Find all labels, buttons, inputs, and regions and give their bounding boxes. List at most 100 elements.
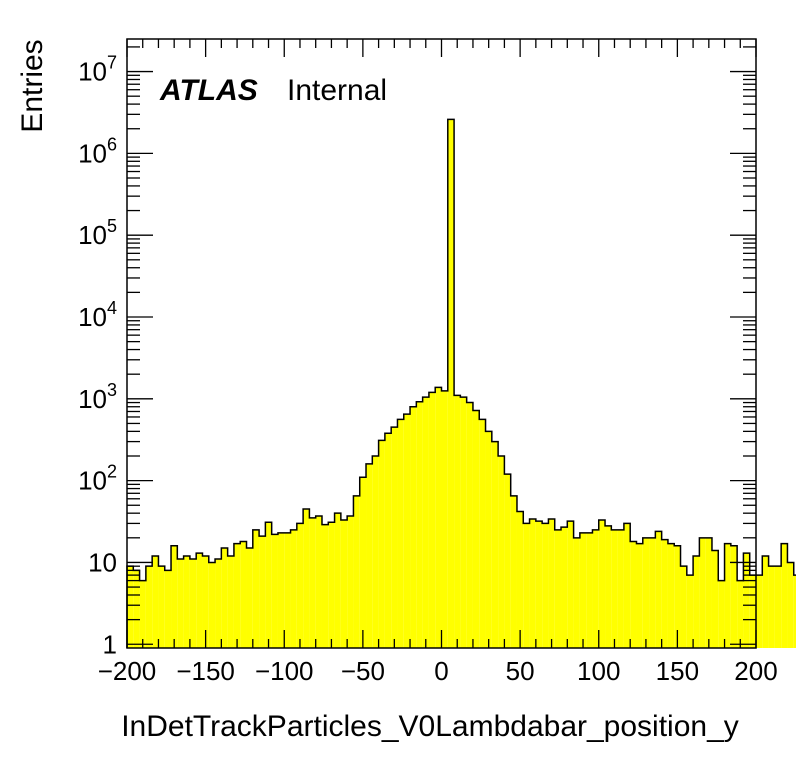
histogram-outline	[126, 118, 796, 648]
histogram-bin	[523, 523, 530, 648]
histogram-bin	[485, 431, 492, 648]
histogram-bin	[516, 511, 524, 648]
y-tick-label: 105	[78, 216, 117, 250]
histogram-bin	[460, 397, 467, 648]
histogram-bin	[215, 559, 222, 648]
histogram-bin	[133, 570, 140, 648]
histogram-bin	[296, 523, 304, 648]
histogram-bin	[705, 537, 712, 648]
histogram-bin	[366, 463, 373, 648]
histogram-bin	[265, 522, 272, 648]
histogram-bin	[202, 555, 209, 648]
histogram-bin	[498, 455, 505, 648]
histogram-bin	[422, 397, 429, 648]
histogram-bin	[391, 427, 398, 648]
histogram-bin	[661, 539, 668, 648]
histogram-bin	[781, 543, 788, 648]
histogram-bin	[340, 520, 348, 648]
histogram-bin	[579, 532, 587, 648]
histogram-bin	[334, 513, 341, 648]
histogram-bin	[743, 553, 750, 648]
histogram-bin	[667, 543, 675, 648]
internal-label: Internal	[287, 74, 387, 107]
histogram-bin	[623, 523, 631, 648]
histogram-bin	[686, 575, 694, 648]
histogram-bin	[598, 520, 606, 648]
histogram-bin	[441, 390, 448, 648]
histogram-bin	[416, 401, 423, 648]
histogram-bin	[605, 525, 612, 648]
y-tick-label: 106	[78, 134, 117, 168]
histogram-bin	[636, 543, 643, 648]
histogram-bin	[378, 440, 385, 648]
histogram-bin	[567, 521, 574, 648]
histogram-bin	[321, 524, 329, 648]
x-tick-label: 100	[577, 656, 620, 686]
histogram-bin	[397, 419, 404, 648]
histogram-bin	[139, 580, 146, 648]
x-tick-label: 150	[656, 656, 699, 686]
histogram-bin	[177, 559, 184, 648]
histogram-bin	[529, 518, 536, 648]
histogram-bin	[372, 455, 379, 648]
histogram-bin	[561, 527, 568, 648]
x-tick-label: −100	[255, 656, 314, 686]
histogram-bin	[315, 515, 322, 648]
x-axis-ticks	[126, 39, 757, 648]
histogram-bin	[699, 537, 706, 648]
y-axis-title: Entries	[16, 39, 49, 132]
histogram-bin	[171, 545, 178, 648]
histogram-bin	[127, 566, 134, 648]
x-tick-label: −150	[176, 656, 235, 686]
histogram-bin	[749, 575, 756, 648]
histogram-bin	[674, 545, 681, 648]
histogram-bin	[554, 529, 562, 648]
x-axis-title: InDetTrackParticles_V0Lambdabar_position…	[121, 710, 739, 743]
histogram-bin	[756, 575, 763, 648]
histogram-bin	[454, 395, 461, 648]
histogram-bin	[353, 495, 360, 648]
histogram-bin	[240, 541, 247, 648]
x-tick-labels: −200 −150 −100 −50 0 50 100 150 200	[98, 656, 778, 686]
histogram-bin	[730, 545, 738, 648]
histogram-bin	[542, 523, 549, 648]
histogram-bin	[410, 406, 417, 648]
y-tick-label: 103	[78, 380, 117, 414]
histogram-bin	[403, 414, 411, 648]
histogram-bin	[592, 529, 599, 648]
y-tick-label: 102	[78, 462, 117, 496]
histogram-bin	[586, 532, 593, 648]
x-tick-label: 200	[734, 656, 777, 686]
histogram-bin	[504, 474, 511, 648]
histogram-bin	[277, 532, 285, 648]
x-tick-label: 0	[434, 656, 448, 686]
histogram-bin	[196, 553, 203, 648]
histogram-bin	[630, 541, 637, 648]
y-tick-labels: 1 10 102 103 104 105 106 107	[78, 53, 117, 660]
histogram-bin	[303, 509, 310, 648]
histogram-bin	[762, 555, 769, 648]
histogram-bin	[466, 402, 473, 648]
histogram-bin	[693, 555, 700, 648]
histogram-bars	[126, 118, 796, 649]
histogram-bin	[711, 550, 719, 648]
y-axis-ticks	[127, 46, 756, 645]
histogram-bin	[290, 529, 297, 648]
histogram-bin	[347, 515, 354, 648]
histogram-bin	[774, 566, 782, 648]
histogram-bin	[284, 532, 291, 648]
histogram-bin	[447, 119, 455, 649]
histogram-bin	[617, 529, 624, 648]
x-tick-label: 50	[506, 656, 535, 686]
histogram-bin	[221, 548, 228, 648]
y-tick-label: 10	[88, 547, 117, 577]
x-tick-label: −50	[341, 656, 385, 686]
y-tick-label: 1	[103, 629, 117, 659]
histogram-bin	[233, 543, 241, 648]
histogram-bin	[724, 543, 731, 648]
histogram-bin	[384, 433, 392, 648]
histogram-bin	[548, 518, 555, 648]
histogram-bin	[535, 521, 543, 648]
histogram-bin	[152, 555, 159, 648]
